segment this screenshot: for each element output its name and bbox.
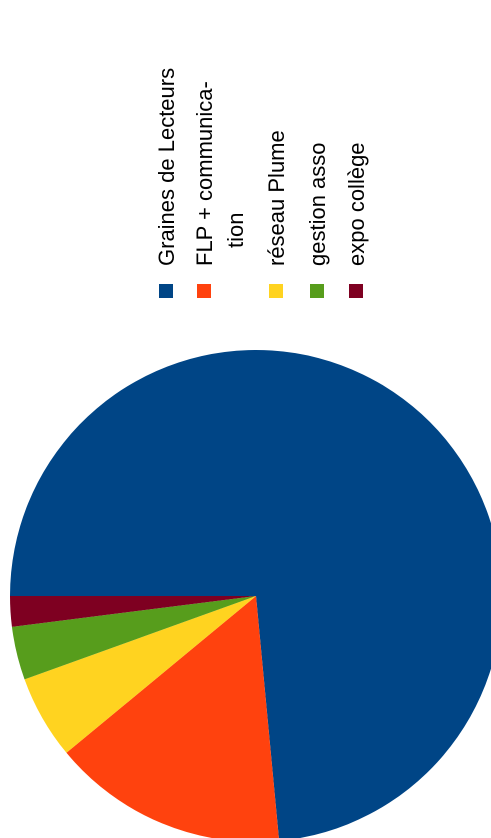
legend-label: réseau Plume: [264, 130, 289, 266]
legend-color-key: [349, 284, 363, 298]
legend-color-key: [197, 284, 211, 298]
legend-label: tion: [223, 213, 248, 248]
pie-slice-expo-coll-ge: [10, 596, 256, 627]
legend-color-key: [310, 284, 324, 298]
legend-item: réseau Plume: [264, 130, 289, 298]
pie-slice-graines-de-lecteurs: [10, 350, 491, 838]
legend-label: FLP + communica-: [192, 81, 217, 266]
pie-slice-gestion-asso: [11, 596, 256, 680]
legend-item: Graines de Lecteurs: [154, 68, 179, 298]
pie-slices: [10, 350, 491, 838]
legend-item: gestion asso: [305, 142, 330, 298]
legend-color-key: [269, 284, 283, 298]
pie-slice-flp-communication: [66, 596, 279, 838]
legend: Graines de Lecteurs FLP + communica-tion r…: [154, 68, 369, 298]
pie-slice-r-seau-plume: [24, 596, 256, 753]
legend-color-key: [159, 284, 173, 298]
legend-item: expo collège: [344, 142, 369, 298]
legend-label: expo collège: [344, 142, 369, 266]
legend-label: gestion asso: [305, 142, 330, 266]
legend-item: FLP + communica-tion: [192, 81, 248, 298]
legend-label: Graines de Lecteurs: [154, 68, 179, 266]
